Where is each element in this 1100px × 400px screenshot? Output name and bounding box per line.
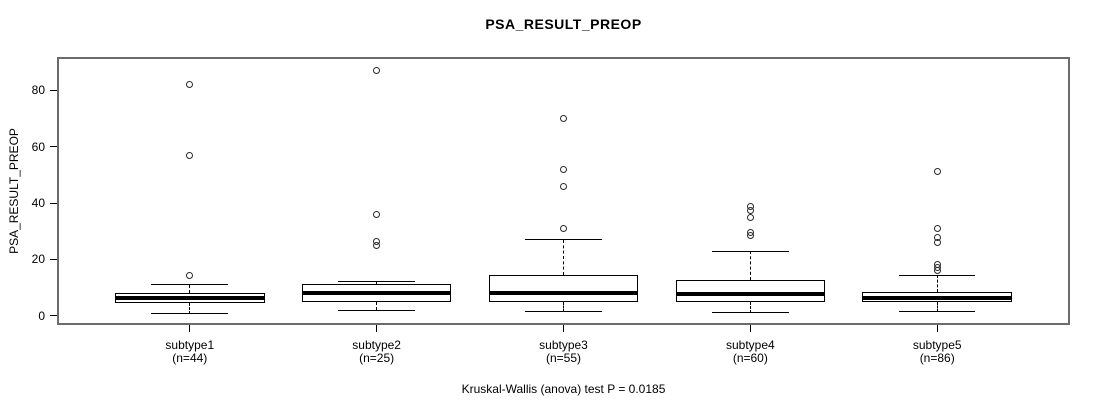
y-axis-tick-label: 80 (31, 83, 45, 98)
whisker-cap-upper (898, 274, 976, 276)
whisker-stem-lower (749, 302, 751, 313)
median-subtype3 (488, 291, 639, 296)
plot-area: 0 20 40 60 80 subtype1 (n=44) subtype2 (n=25) sub… (32, 57, 1070, 365)
whisker-stem-lower (189, 303, 191, 314)
x-axis-tick (376, 325, 378, 332)
y-axis-tick (50, 315, 57, 317)
median-subtype1 (115, 296, 265, 301)
y-axis-tick (50, 202, 57, 204)
outlier-point (373, 66, 381, 74)
outlier-point (933, 168, 941, 176)
outlier-point (746, 203, 754, 211)
whisker-cap-lower (151, 313, 229, 315)
box-subtype3 (488, 275, 639, 303)
outlier-point (560, 182, 567, 190)
outlier-point (746, 213, 754, 221)
whisker-stem-upper (563, 239, 564, 276)
y-axis-label: PSA_RESULT_PREOP (7, 128, 21, 254)
y-axis-tick-label: 40 (31, 196, 45, 210)
x-category-n-label: (n=60) (732, 351, 768, 365)
whisker-stem-upper (189, 284, 191, 294)
x-category-n-label: (n=86) (919, 351, 955, 365)
whisker-cap-upper (151, 284, 229, 286)
x-category-n-label: (n=25) (359, 351, 395, 365)
x-axis-tick (189, 325, 191, 332)
outlier-point (746, 229, 754, 237)
x-axis-tick (936, 325, 938, 332)
y-axis-tick-label: 60 (31, 139, 45, 154)
whisker-stem-upper (936, 275, 938, 292)
x-category-label: subtype4 (725, 338, 775, 352)
x-category-n-label: (n=44) (172, 351, 208, 365)
y-axis-tick-label: 0 (38, 308, 45, 323)
whisker-cap-upper (712, 250, 789, 252)
whisker-stem-lower (376, 302, 378, 311)
x-category-label: subtype5 (912, 338, 962, 352)
whisker-stem-upper (376, 281, 378, 284)
outlier-point (933, 233, 941, 241)
whisker-cap-lower (898, 311, 976, 313)
x-category-n-label: (n=55) (545, 351, 582, 365)
whisker-cap-lower (525, 311, 602, 313)
whisker-stem-upper (749, 251, 751, 280)
whisker-cap-lower (712, 312, 789, 314)
y-axis-tick-label: 20 (31, 252, 45, 267)
x-axis-tick (749, 325, 751, 332)
kruskal-wallis-annotation: Kruskal-Wallis (anova) test P = 0.0185 (461, 382, 666, 396)
y-axis-tick (50, 146, 57, 148)
x-axis-tick (563, 325, 564, 332)
x-category-label: subtype2 (352, 338, 401, 352)
median-subtype5 (862, 295, 1012, 300)
outlier-point (373, 238, 381, 246)
outlier-point (933, 224, 941, 232)
y-axis-tick (50, 89, 57, 91)
outlier-point (560, 114, 567, 122)
median-subtype4 (675, 291, 826, 296)
whisker-stem-lower (936, 302, 938, 312)
chart-title: PSA_RESULT_PREOP (485, 16, 642, 32)
whisker-stem-lower (563, 302, 564, 312)
whisker-cap-upper (525, 239, 602, 241)
y-axis-tick (50, 258, 57, 260)
outlier-point (560, 165, 567, 173)
whisker-cap-lower (338, 309, 415, 311)
whisker-cap-upper (338, 281, 415, 283)
outlier-point (186, 271, 194, 279)
outlier-point (186, 80, 194, 88)
outlier-point (186, 151, 194, 159)
x-category-label: subtype1 (165, 338, 215, 352)
outlier-point (373, 210, 381, 218)
median-subtype2 (301, 290, 452, 295)
outlier-point (933, 261, 941, 269)
x-category-label: subtype3 (539, 338, 588, 352)
box-subtype4 (675, 279, 826, 303)
outlier-point (560, 224, 567, 232)
